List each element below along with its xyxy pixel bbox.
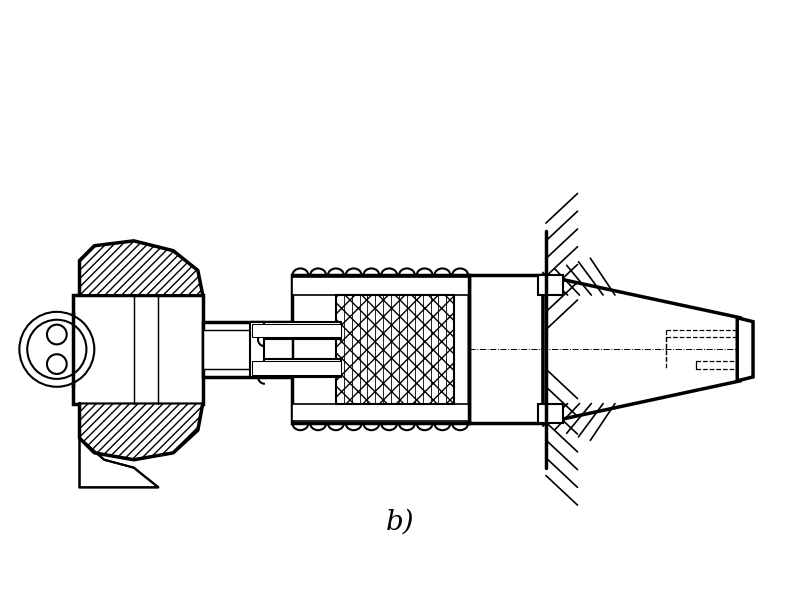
Bar <box>252 322 341 340</box>
Bar <box>336 295 454 404</box>
Circle shape <box>47 354 66 374</box>
Polygon shape <box>79 438 158 487</box>
Polygon shape <box>738 318 753 381</box>
Bar <box>252 361 341 375</box>
Text: b): b) <box>386 508 414 535</box>
Bar <box>538 404 562 423</box>
Bar <box>538 275 562 295</box>
Polygon shape <box>79 404 202 460</box>
Bar <box>291 275 469 423</box>
Bar <box>469 275 543 423</box>
Bar <box>202 322 291 377</box>
Polygon shape <box>79 241 202 295</box>
Circle shape <box>27 320 86 379</box>
Bar <box>250 322 264 377</box>
Circle shape <box>19 312 94 387</box>
Circle shape <box>47 325 66 344</box>
Bar <box>291 277 469 295</box>
Polygon shape <box>73 295 202 404</box>
Bar <box>252 359 341 377</box>
Bar <box>291 404 469 421</box>
Bar <box>252 323 341 337</box>
Bar <box>202 329 291 369</box>
Polygon shape <box>543 275 740 423</box>
